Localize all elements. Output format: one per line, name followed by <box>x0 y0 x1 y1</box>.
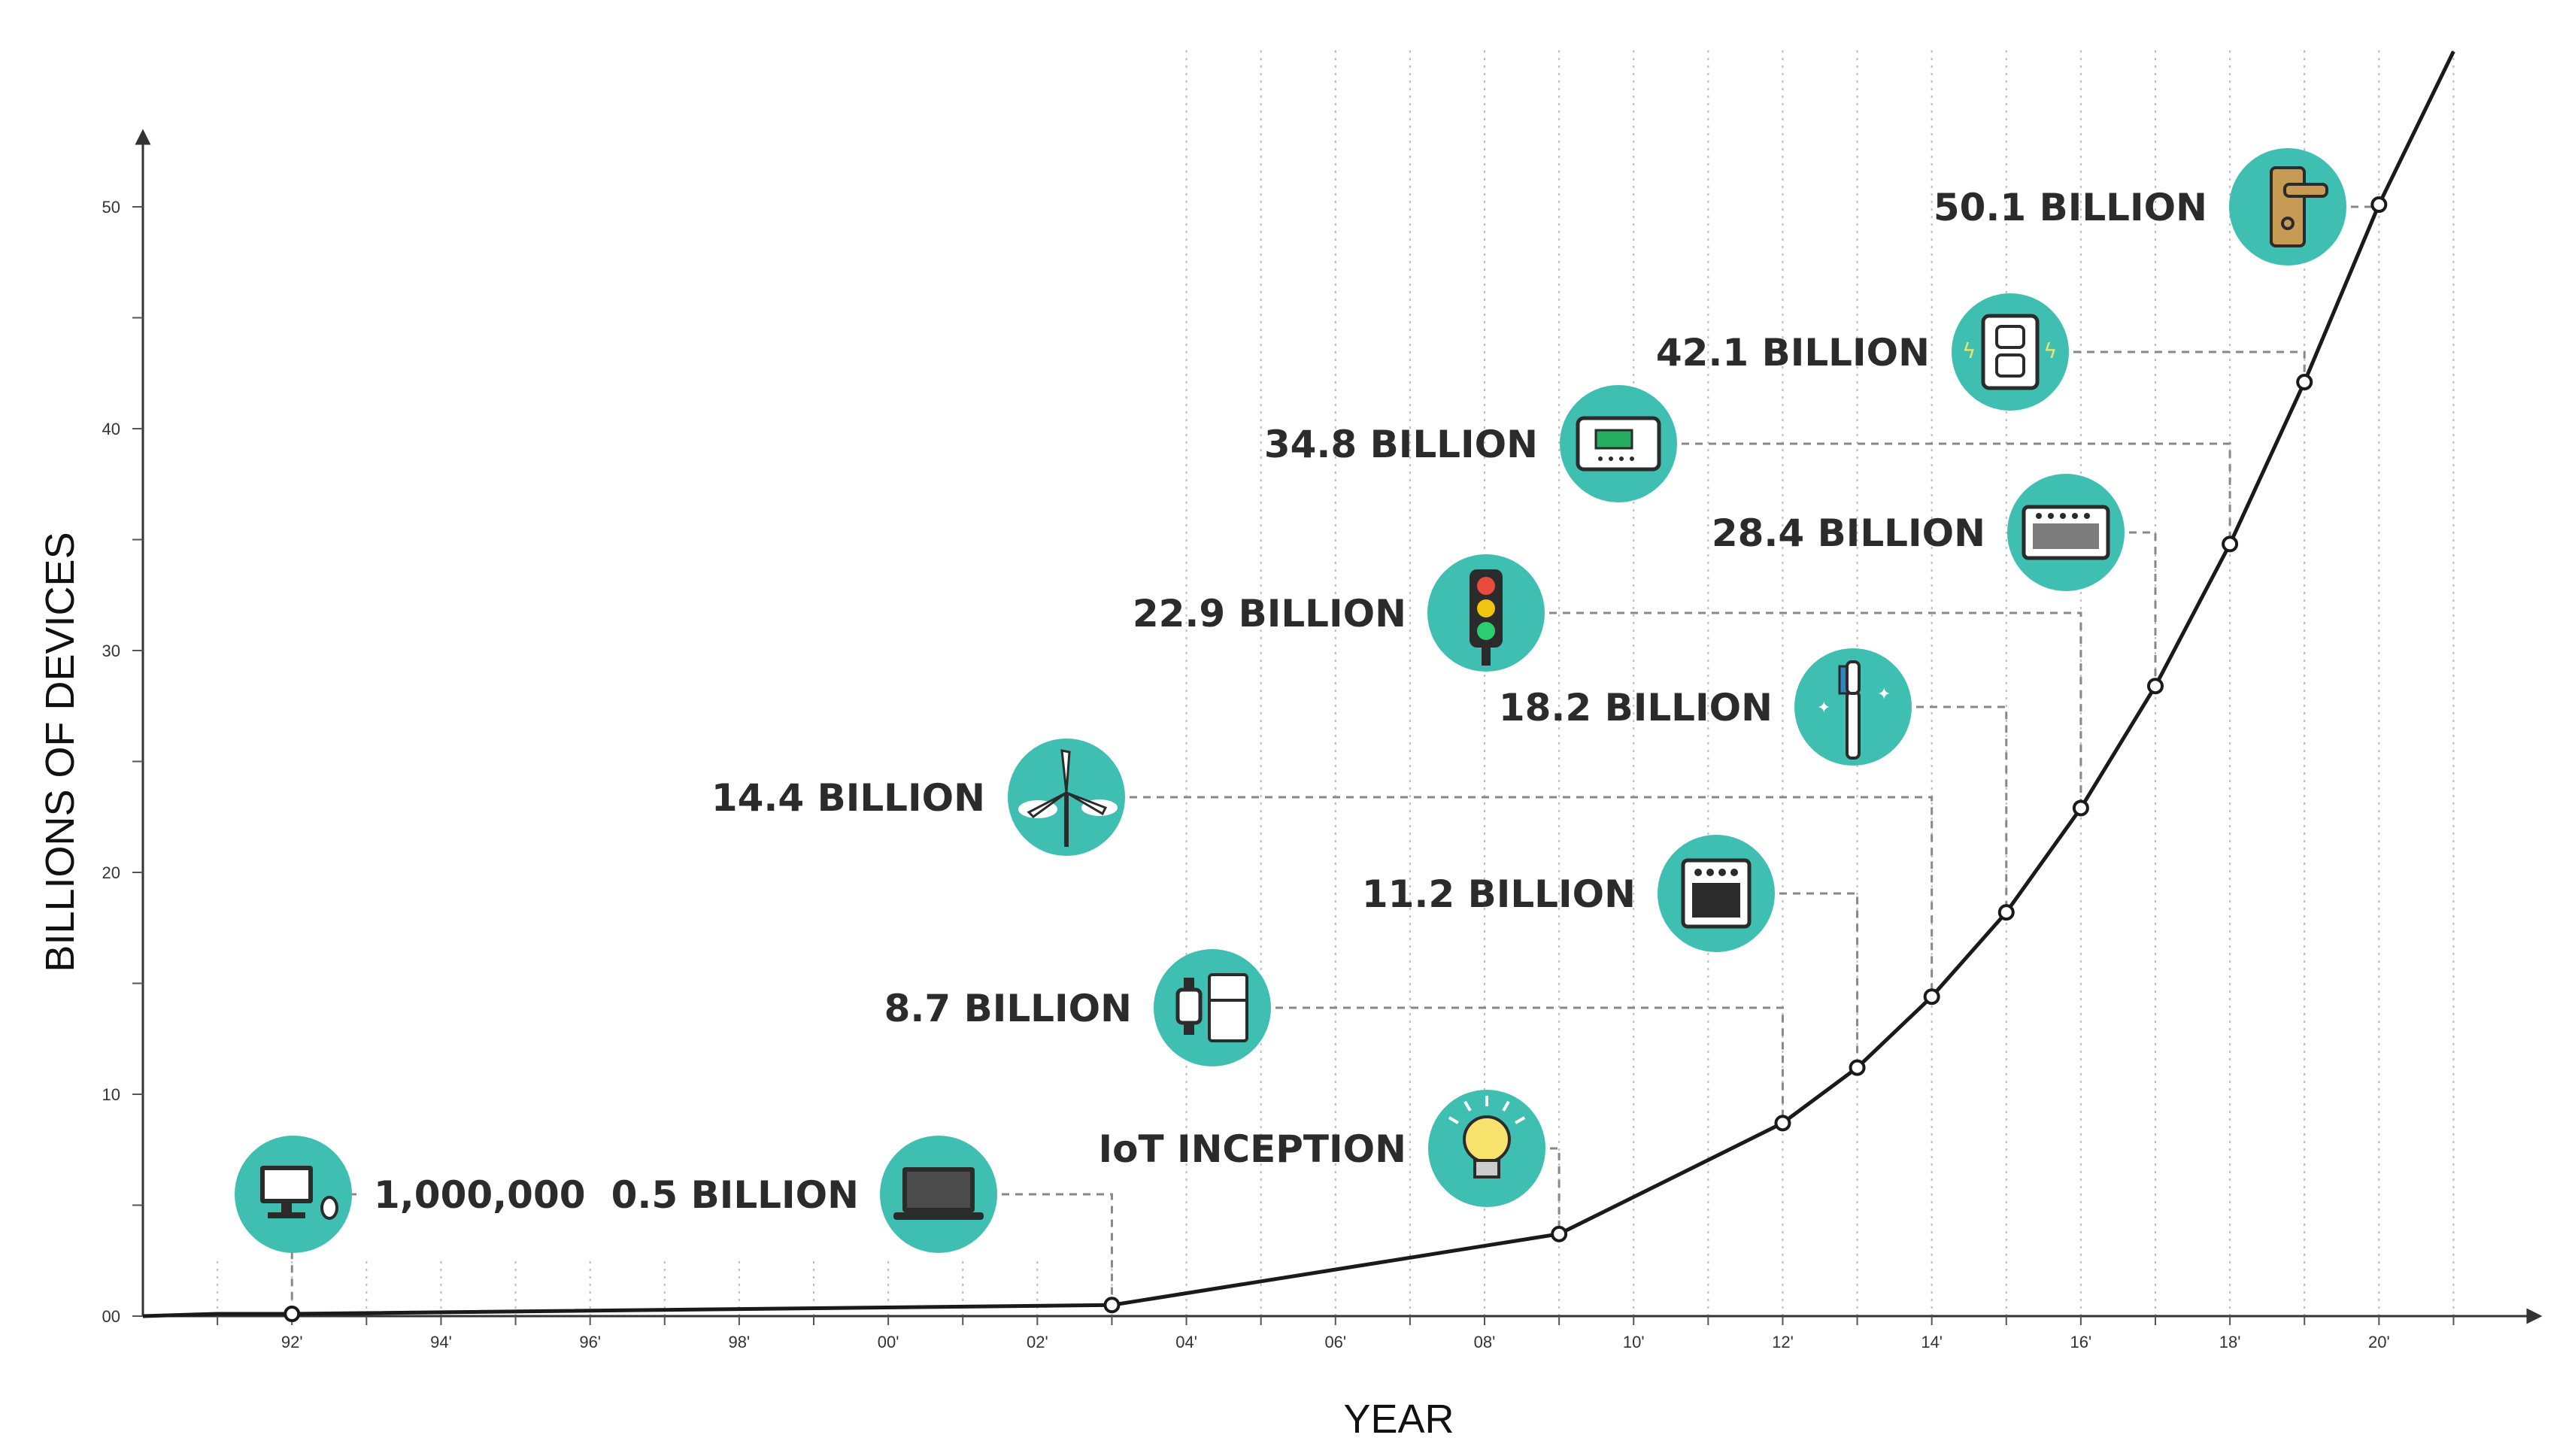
callout-leader <box>1130 796 1934 997</box>
x-tick-label: 96' <box>579 1333 601 1351</box>
callout-label: 50.1 BILLION <box>1934 186 2207 229</box>
thermostat-icon <box>1560 385 1677 502</box>
series-line <box>142 50 2455 1318</box>
y-tick-label: 10 <box>102 1085 120 1104</box>
x-tick-label: 16' <box>2070 1333 2092 1351</box>
x-tick-label: 08' <box>1474 1333 1496 1351</box>
callout-label: 8.7 BILLION <box>884 987 1132 1030</box>
y-axis-title: BILLIONS OF DEVICES <box>38 532 83 972</box>
data-point <box>2072 799 2089 817</box>
callout-label: 11.2 BILLION <box>1362 872 1636 916</box>
y-ticks: 00 10 20 30 40 50 <box>102 198 143 1326</box>
x-tick-label: 94' <box>430 1333 452 1351</box>
toothbrush-icon: ✦✦ <box>1794 648 1912 766</box>
x-tick-label: 14' <box>1921 1333 1943 1351</box>
laptop-icon <box>880 1136 997 1253</box>
callouts: 1,000,000 0.5 BILLION IoT INCEPTION 8.7 BIL… <box>235 148 2346 1253</box>
callout-label: 0.5 BILLION <box>611 1173 859 1217</box>
y-tick-label: 00 <box>102 1307 120 1326</box>
callout-leader <box>1682 442 2231 544</box>
data-point <box>284 1306 301 1323</box>
callout-label: 42.1 BILLION <box>1656 331 1930 375</box>
x-tick-label: 18' <box>2219 1333 2241 1351</box>
door-lock-icon <box>2229 148 2346 265</box>
desktop-computer-icon <box>235 1136 352 1253</box>
callout-leader <box>1550 1147 1561 1234</box>
svg-text:✦: ✦ <box>1817 699 1830 717</box>
data-point <box>2147 678 2164 695</box>
y-tick-label: 30 <box>102 642 120 660</box>
x-axis-title: YEAR <box>1343 1397 1454 1442</box>
oven-icon <box>1658 835 1775 952</box>
x-tick-label: 98' <box>729 1333 751 1351</box>
x-tick-label: 20' <box>2368 1333 2390 1351</box>
callout-leader <box>2073 350 2306 383</box>
x-tick-label: 02' <box>1027 1333 1048 1351</box>
data-point <box>2222 535 2239 553</box>
svg-text:ϟ: ϟ <box>1962 338 1976 363</box>
callout-label: 14.4 BILLION <box>711 776 985 820</box>
data-point <box>1849 1059 1866 1076</box>
y-tick-label: 20 <box>102 863 120 882</box>
x-tick-label: 12' <box>1772 1333 1794 1351</box>
callout-leader <box>1002 1193 1113 1306</box>
data-point <box>1551 1225 1568 1242</box>
x-tick-label: 04' <box>1175 1333 1197 1351</box>
data-point <box>1997 904 2015 921</box>
callout-leader <box>1779 892 1859 1068</box>
x-tick-label: 06' <box>1324 1333 1346 1351</box>
callout-label: IoT INCEPTION <box>1099 1127 1406 1171</box>
callout-label: 28.4 BILLION <box>1712 511 1985 555</box>
x-tick-label: 10' <box>1623 1333 1645 1351</box>
callout-label: 34.8 BILLION <box>1264 423 1538 466</box>
callout-label: 22.9 BILLION <box>1133 592 1406 635</box>
vertical-grid <box>217 45 2455 1316</box>
callout-leader <box>2129 531 2157 687</box>
x-tick-label: 92' <box>281 1333 303 1351</box>
data-point <box>2296 374 2313 391</box>
data-points <box>284 196 2388 1323</box>
y-tick-label: 50 <box>102 198 120 217</box>
traffic-light-icon <box>1427 554 1545 672</box>
data-point <box>1923 988 1940 1006</box>
svg-text:ϟ: ϟ <box>2043 338 2057 363</box>
callout-leader <box>1549 611 2082 808</box>
data-point <box>1103 1297 1121 1314</box>
svg-text:✦: ✦ <box>1877 685 1891 704</box>
wind-turbine-icon <box>1008 739 1125 856</box>
axes <box>135 129 2543 1324</box>
smartwatch-fridge-icon <box>1154 949 1271 1066</box>
callout-leader <box>1916 705 2008 913</box>
x-tick-label: 00' <box>878 1333 899 1351</box>
data-point <box>1774 1115 1791 1132</box>
lightbulb-icon <box>1428 1090 1545 1207</box>
x-ticks: 92' 94' 96' 98' 00' 02' 04' 06' 08' 10' 12' 14' 16' 1… <box>217 1316 2455 1351</box>
data-point <box>2370 196 2388 214</box>
callout-label: 18.2 BILLION <box>1499 686 1773 730</box>
callout-leader <box>1275 1006 1784 1124</box>
y-tick-label: 40 <box>102 420 120 438</box>
callout-label: 1,000,000 <box>374 1173 586 1217</box>
appliance-panel-icon <box>2007 474 2125 591</box>
